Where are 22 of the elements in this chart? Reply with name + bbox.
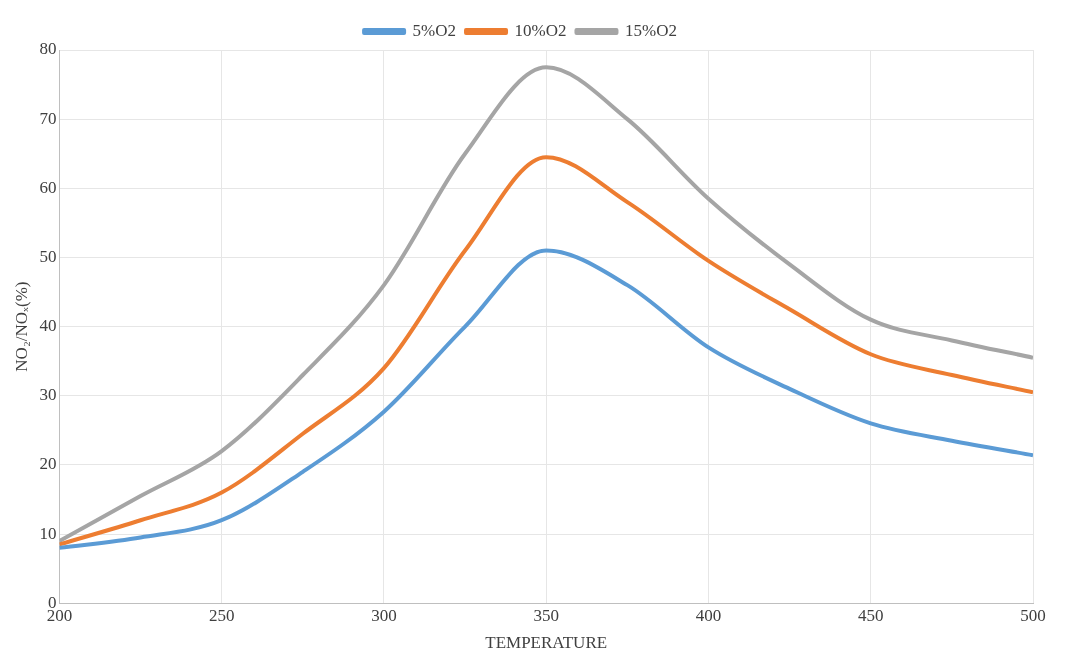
y-tick-label: 60 (39, 177, 57, 197)
x-tick-label: 250 (208, 605, 235, 625)
legend-label: 15%O2 (624, 20, 677, 40)
x-tick-label: 500 (1020, 605, 1046, 625)
y-tick-label: 30 (39, 385, 57, 405)
y-axis-title: NO₂/NOₓ(%) (11, 281, 31, 372)
y-tick-label: 40 (39, 316, 57, 336)
x-tick-label: 350 (533, 605, 559, 625)
y-tick-label: 70 (39, 108, 57, 128)
y-tick-label: 10 (39, 523, 57, 543)
y-tick-label: 20 (39, 454, 57, 474)
x-tick-label: 400 (695, 605, 722, 625)
x-axis-title: TEMPERATURE (485, 633, 608, 653)
y-tick-label: 50 (39, 246, 57, 266)
line-series (59, 65, 1033, 543)
legend-label: 10%O2 (514, 20, 567, 40)
legend-label: 5%O2 (412, 20, 457, 40)
x-tick-label: 450 (857, 605, 884, 625)
x-tick-label: 300 (371, 605, 397, 625)
y-tick-label: 80 (39, 39, 57, 59)
line-series (59, 248, 1033, 550)
line-series (59, 155, 1033, 547)
